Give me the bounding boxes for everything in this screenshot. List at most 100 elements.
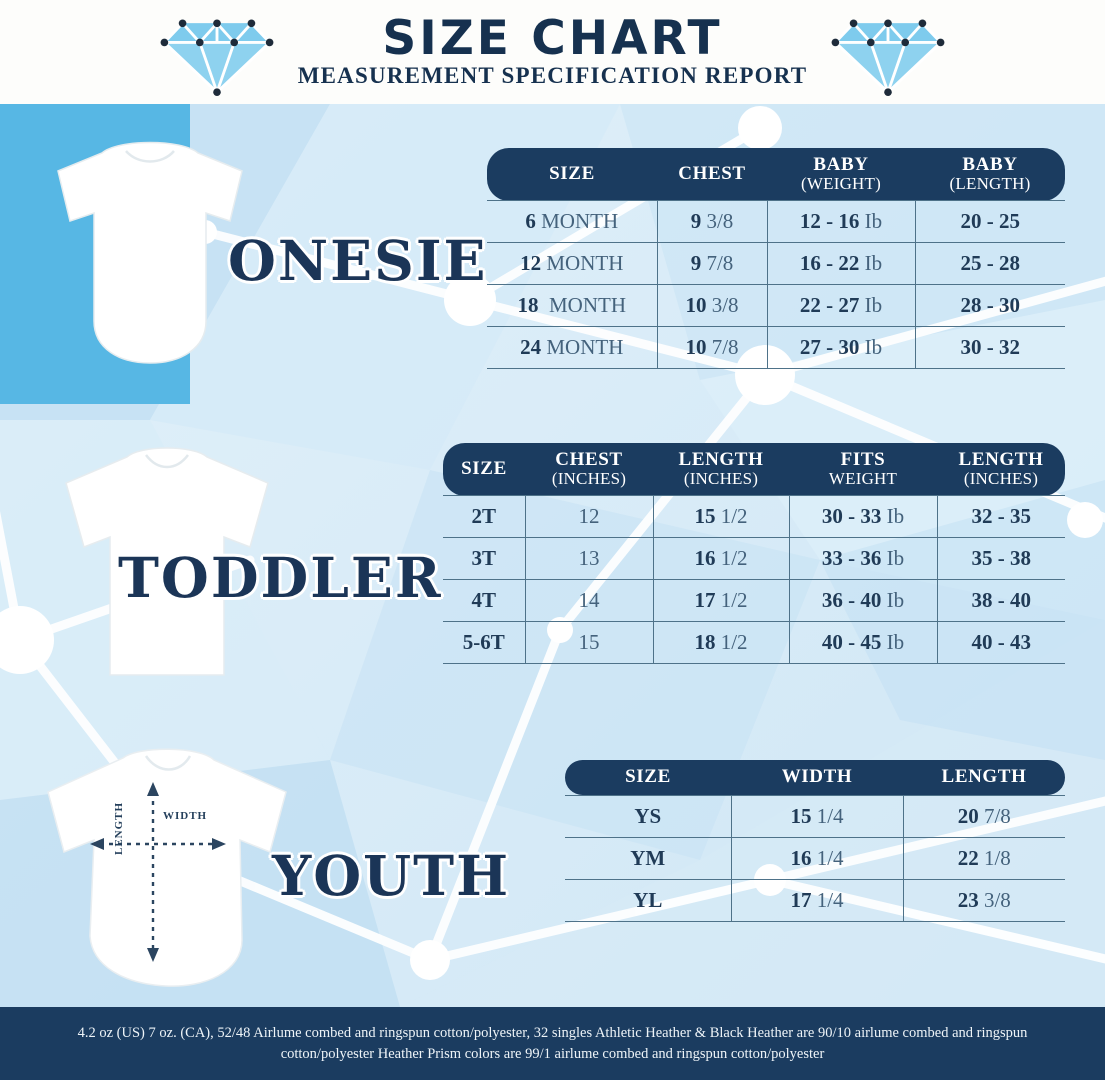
table-cell: 9 7/8 xyxy=(657,242,768,285)
cell-value: 30 - 33 xyxy=(821,504,882,529)
column-header-sub: (INCHES) xyxy=(683,468,759,488)
table-cell: 20 - 25 xyxy=(915,200,1065,243)
table-cell: 20 7/8 xyxy=(903,794,1065,838)
table-cell: 23 3/8 xyxy=(903,878,1065,922)
table-cell: 13 xyxy=(525,537,654,580)
cell-unit: 1/2 xyxy=(715,588,748,613)
column-header-sub: (INCHES) xyxy=(551,468,627,488)
table-cell: 16 - 22 Ib xyxy=(767,242,916,285)
page-title: SIZE CHART xyxy=(382,10,723,66)
table-row: 12 MONTH 9 7/8 16 - 22 Ib 25 - 28 xyxy=(487,242,1065,285)
table-cell: 38 - 40 xyxy=(937,579,1065,622)
cell-unit: 3/8 xyxy=(706,293,739,318)
cell-unit: 15 xyxy=(578,630,600,655)
category-label-youth: YOUTH xyxy=(272,843,511,908)
cell-unit: 1/2 xyxy=(715,504,748,529)
table-cell: YL xyxy=(565,878,732,922)
column-header-youth-1: WIDTH xyxy=(731,760,903,796)
cell-unit: 14 xyxy=(578,588,600,613)
table-cell: 14 xyxy=(525,579,654,622)
footer-bar: 4.2 oz (US) 7 oz. (CA), 52/48 Airlume co… xyxy=(0,1007,1105,1080)
table-header-row: SIZE CHEST (INCHES) LENGTH (INCHES) FITS WEIGH… xyxy=(443,443,1065,496)
cell-value: 17 xyxy=(694,588,716,613)
table-cell: 28 - 30 xyxy=(915,284,1065,327)
cell-unit: Ib xyxy=(859,335,883,360)
column-header-main: SIZE xyxy=(549,162,595,184)
table-cell: 18 MONTH xyxy=(487,284,658,327)
cell-value: 24 xyxy=(520,335,542,360)
cell-value: 23 xyxy=(957,887,979,912)
table-cell: 27 - 30 Ib xyxy=(767,326,916,370)
table-cell: 4T xyxy=(443,579,526,622)
onesie-size-table: SIZE CHEST BABY (WEIGHT) BABY (LENGTH) 6 MONT… xyxy=(487,148,1065,370)
category-label-toddler: TODDLER xyxy=(118,545,443,610)
cell-value: 22 - 27 xyxy=(799,293,860,318)
cell-value: 15 xyxy=(790,803,812,828)
table-cell: 17 1/2 xyxy=(653,579,790,622)
table-cell: 6 MONTH xyxy=(487,200,658,243)
cell-value: 36 - 40 xyxy=(821,588,882,613)
column-header-sub: (LENGTH) xyxy=(949,173,1031,193)
column-header-toddler-2: LENGTH (INCHES) xyxy=(653,443,789,496)
column-header-main: CHEST xyxy=(555,449,623,470)
column-header-youth-0: SIZE xyxy=(565,760,731,796)
column-header-onesie-1: CHEST xyxy=(657,148,767,201)
cell-unit: 1/4 xyxy=(811,803,844,828)
page-subtitle: MEASUREMENT SPECIFICATION REPORT xyxy=(297,62,808,88)
cell-value: 10 xyxy=(685,293,707,318)
cell-value: 10 xyxy=(685,335,707,360)
table-row: 3T 13 16 1/2 33 - 36 Ib 35 - 38 xyxy=(443,537,1065,580)
cell-unit: MONTH xyxy=(541,335,624,360)
cell-value: 20 - 25 xyxy=(960,209,1021,234)
table-cell: 33 - 36 Ib xyxy=(789,537,938,580)
cell-value: 25 - 28 xyxy=(960,251,1021,276)
toddler-tshirt-photo xyxy=(65,447,269,676)
cell-value: 9 xyxy=(690,251,702,276)
cell-value: 6 xyxy=(525,209,536,234)
column-header-main: WIDTH xyxy=(781,766,853,787)
cell-value: 4T xyxy=(471,588,496,613)
table-cell: 32 - 35 xyxy=(937,495,1065,538)
youth-size-table: SIZE WIDTH LENGTH YS 15 1/4 20 7/8 YM 16 1/4 22… xyxy=(565,760,1065,922)
cell-unit: 3/8 xyxy=(978,887,1011,912)
cell-unit: 7/8 xyxy=(706,335,739,360)
cell-unit: 1/4 xyxy=(811,887,844,912)
table-row: YM 16 1/4 22 1/8 xyxy=(565,836,1065,880)
cell-unit: MONTH xyxy=(535,209,619,234)
column-header-main: LENGTH xyxy=(678,449,764,470)
table-cell: 36 - 40 Ib xyxy=(789,579,938,622)
table-row: YL 17 1/4 23 3/8 xyxy=(565,878,1065,922)
table-cell: 9 3/8 xyxy=(657,200,768,243)
cell-value: 15 xyxy=(694,504,716,529)
baby-onesie-photo xyxy=(57,141,243,364)
cell-value: YL xyxy=(633,887,663,912)
diamond-icon xyxy=(831,19,945,96)
column-header-sub: (WEIGHT) xyxy=(801,173,881,193)
table-row: 6 MONTH 9 3/8 12 - 16 Ib 20 - 25 xyxy=(487,200,1065,243)
width-measure-label: WIDTH xyxy=(163,810,208,822)
column-header-sub: WEIGHT xyxy=(828,468,898,488)
column-header-toddler-3: FITS WEIGHT xyxy=(789,443,937,496)
cell-value: 2T xyxy=(471,504,496,529)
cell-unit: 13 xyxy=(578,546,600,571)
column-header-youth-2: LENGTH xyxy=(903,760,1065,796)
table-cell: 15 1/4 xyxy=(731,794,904,838)
column-header-toddler-4: LENGTH (INCHES) xyxy=(937,443,1065,496)
banner: SIZE CHART MEASUREMENT SPECIFICATION REP… xyxy=(0,0,1105,104)
cell-unit: Ib xyxy=(859,209,883,234)
cell-value: 9 xyxy=(690,209,702,234)
table-row: 18 MONTH 10 3/8 22 - 27 Ib 28 - 30 xyxy=(487,284,1065,327)
cell-unit: 1/2 xyxy=(715,546,748,571)
cell-value: 27 - 30 xyxy=(799,335,860,360)
table-header-row: SIZE CHEST BABY (WEIGHT) BABY (LENGTH) xyxy=(487,148,1065,201)
table-cell: 12 xyxy=(525,495,654,538)
cell-unit: 1/2 xyxy=(715,630,748,655)
cell-unit: Ib xyxy=(881,588,905,613)
cell-unit: Ib xyxy=(881,630,905,655)
cell-value: YM xyxy=(630,845,666,870)
column-header-main: FITS xyxy=(840,449,886,470)
table-cell: 12 - 16 Ib xyxy=(767,200,916,243)
cell-unit: Ib xyxy=(881,546,905,571)
cell-value: 22 xyxy=(957,845,979,870)
